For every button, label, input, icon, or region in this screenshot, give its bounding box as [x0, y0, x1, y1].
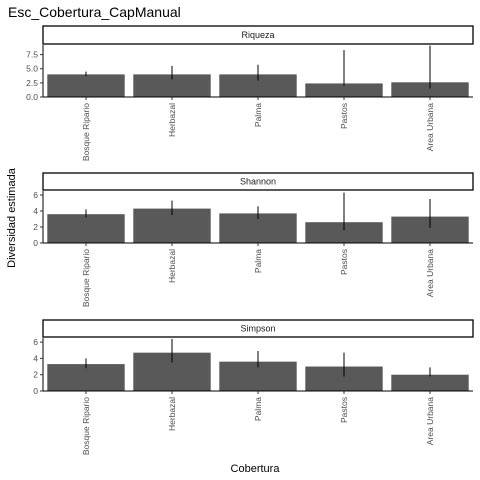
x-tick-label: Bosque Ripario	[81, 249, 91, 307]
x-tick-label: Area Urbana	[425, 249, 435, 297]
y-axis-title: Diversidad estimada	[6, 167, 18, 268]
y-tick-label: 4	[33, 206, 38, 216]
bar	[305, 222, 383, 243]
x-tick-label: Pastos	[339, 249, 349, 275]
bar	[391, 374, 469, 391]
y-tick-label: 0	[33, 386, 38, 396]
y-tick-label: 7.5	[26, 50, 38, 60]
facet-strip-label: Riqueza	[241, 30, 274, 40]
bar	[305, 83, 383, 97]
facet-strip	[42, 319, 474, 338]
x-tick-label: Palma	[253, 397, 263, 421]
bar	[219, 74, 297, 97]
y-tick-label: 2	[33, 222, 38, 232]
facet-strip-label: Simpson	[240, 324, 275, 334]
y-tick-label: 5.0	[26, 64, 38, 74]
x-tick-label: Area Urbana	[425, 397, 435, 445]
y-tick-label: 6	[33, 190, 38, 200]
x-tick-label: Area Urbana	[425, 103, 435, 151]
chart-title: Esc_Cobertura_CapManual	[8, 4, 181, 20]
facet-strip	[42, 25, 474, 45]
x-tick-label: Pastos	[339, 397, 349, 423]
x-tick-label: Palma	[253, 249, 263, 273]
y-tick-label: 0.0	[26, 92, 38, 102]
bar	[47, 214, 125, 243]
x-tick-label: Herbazal	[167, 397, 177, 431]
facet-panels: Riqueza 0.0 2.5 5.0 7.5 Bosque Ripario Herbaza…	[26, 25, 474, 455]
x-axis-title: Cobertura	[231, 463, 281, 475]
x-tick-label: Bosque Ripario	[81, 103, 91, 161]
bar	[391, 82, 469, 97]
bar	[133, 74, 211, 97]
panel-shannon: Shannon 0 2 4 6 Bosque Ripario Herbazal Palma Pa…	[33, 172, 474, 307]
facet-strip	[42, 172, 474, 191]
panel-riqueza: Riqueza 0.0 2.5 5.0 7.5 Bosque Ripario Herbaza…	[26, 25, 474, 161]
x-tick-label: Pastos	[339, 103, 349, 129]
panel-simpson: Simpson 0 2 4 6 Bosque Ripario Herbazal Palma Pa…	[33, 319, 474, 455]
x-tick-label: Bosque Ripario	[81, 397, 91, 455]
x-tick-label: Herbazal	[167, 249, 177, 283]
bar	[47, 74, 125, 97]
x-tick-label: Herbazal	[167, 103, 177, 137]
y-tick-label: 4	[33, 353, 38, 363]
y-tick-label: 2.5	[26, 78, 38, 88]
y-tick-label: 2	[33, 370, 38, 380]
x-tick-label: Palma	[253, 103, 263, 127]
y-tick-label: 0	[33, 238, 38, 248]
bar	[47, 364, 125, 391]
y-tick-label: 6	[33, 337, 38, 347]
facet-strip-label: Shannon	[240, 177, 276, 187]
